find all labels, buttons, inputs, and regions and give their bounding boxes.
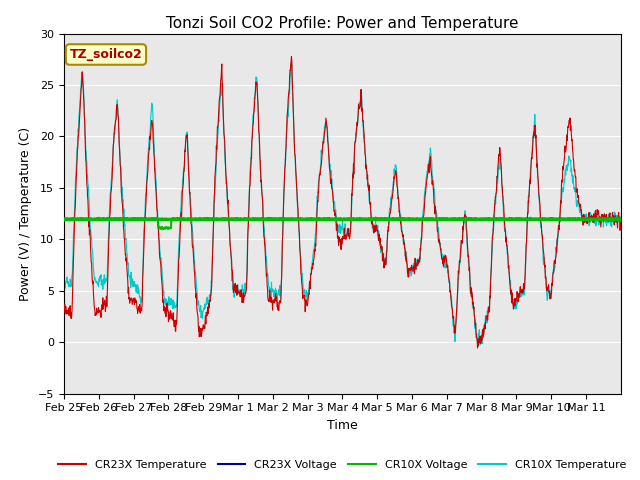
- X-axis label: Time: Time: [327, 419, 358, 432]
- Title: Tonzi Soil CO2 Profile: Power and Temperature: Tonzi Soil CO2 Profile: Power and Temper…: [166, 16, 518, 31]
- Legend: CR23X Temperature, CR23X Voltage, CR10X Voltage, CR10X Temperature: CR23X Temperature, CR23X Voltage, CR10X …: [54, 456, 631, 474]
- Text: TZ_soilco2: TZ_soilco2: [70, 48, 142, 61]
- Y-axis label: Power (V) / Temperature (C): Power (V) / Temperature (C): [19, 127, 33, 300]
